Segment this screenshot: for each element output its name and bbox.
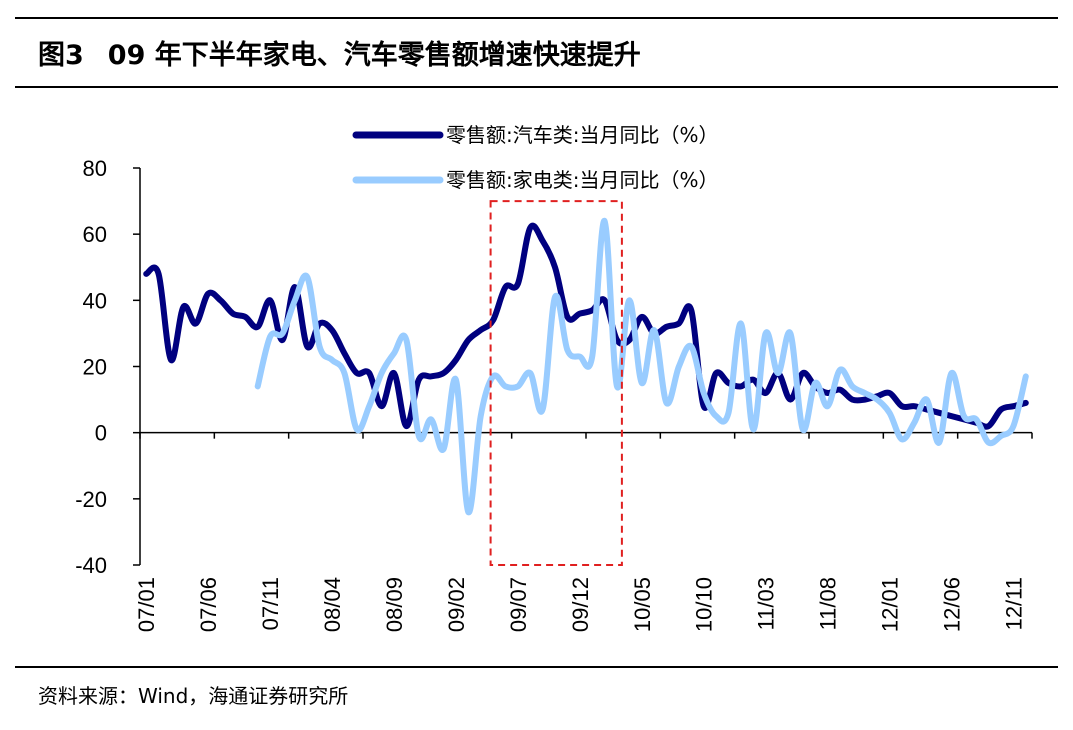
y-tick-label: 80 [83,156,107,181]
x-tick-label: 08/04 [320,577,345,632]
x-tick-label: 12/06 [939,577,964,632]
source-note: 资料来源：Wind，海通证券研究所 [38,684,349,708]
y-tick-label: -20 [75,487,107,512]
series-line-auto [143,222,1029,430]
y-tick-label: 40 [83,288,107,313]
x-tick-label: 11/08 [816,577,841,630]
x-tick-label: 09/07 [506,577,531,632]
y-tick-label: 0 [95,421,107,446]
series-layer [143,217,1029,516]
x-tick-label: 09/02 [444,577,469,632]
x-tick-label-group: 12/06 [939,577,964,632]
x-tick-label-group: 12/01 [878,577,903,632]
series-line-appliance [254,217,1029,516]
x-tick-label-group: 11/08 [816,577,841,630]
chart-title: 图3 09 年下半年家电、汽车零售额增速快速提升 [38,30,641,74]
x-tick-label-group: 07/01 [134,577,159,632]
legend-label-appliance: 零售额:家电类:当月同比（%） [446,168,718,192]
axes: -40 -20 0 20 40 60 80 07/01 07/06 07/11 08/04 08/09… [75,156,1033,632]
x-tick-label-group: 09/12 [568,577,593,632]
x-tick-label-group: 08/04 [320,577,345,632]
x-tick-label: 10/05 [630,577,655,632]
x-tick-label-group: 09/07 [506,577,531,632]
x-tick-label: 09/12 [568,577,593,632]
x-tick-label-group: 07/11 [258,577,283,630]
y-tick-label: -40 [75,553,107,578]
x-tick-label: 08/09 [382,577,407,632]
legend: 零售额:汽车类:当月同比（%） 零售额:家电类:当月同比（%） [352,123,718,192]
x-tick-label: 07/11 [258,577,283,630]
y-tick-label: 60 [83,222,107,247]
figure-number: 图3 [38,39,84,71]
x-tick-label: 07/06 [196,577,221,632]
title-top-rule [15,17,1058,19]
legend-label-auto: 零售额:汽车类:当月同比（%） [446,123,718,147]
x-tick-label-group: 09/02 [444,577,469,632]
x-tick-label-group: 11/03 [754,577,779,630]
x-tick-label: 12/11 [1001,577,1026,630]
x-tick-label: 12/01 [878,577,903,632]
x-tick-label-group: 10/05 [630,577,655,632]
line-chart: 零售额:汽车类:当月同比（%） 零售额:家电类:当月同比（%） -40 -20 0 2… [75,123,1033,632]
footer-rule [15,666,1058,668]
x-tick-label: 11/03 [754,577,779,630]
x-tick-label-group: 08/09 [382,577,407,632]
title-bottom-rule [15,86,1058,88]
highlight-box [489,200,623,566]
x-tick-label: 07/01 [134,577,159,632]
figure-title-text: 09 年下半年家电、汽车零售额增速快速提升 [107,39,641,71]
x-tick-label: 10/10 [692,577,717,632]
x-tick-label-group: 10/10 [692,577,717,632]
x-tick-label-group: 12/11 [1001,577,1026,630]
x-tick-label-group: 07/06 [196,577,221,632]
y-tick-label: 20 [83,355,107,380]
